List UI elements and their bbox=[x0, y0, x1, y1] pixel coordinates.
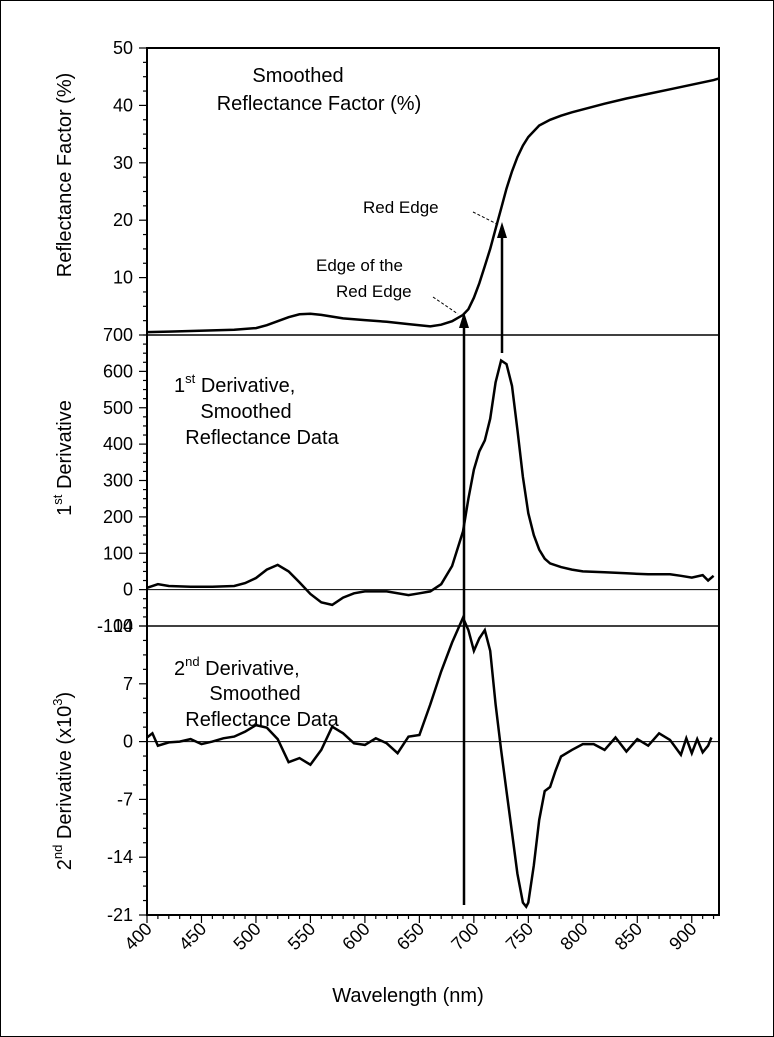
first-derivative-series-line bbox=[146, 358, 715, 607]
p3-title-line1: 2nd Derivative, bbox=[174, 654, 300, 680]
y-tick-label: 100 bbox=[103, 543, 133, 563]
second-derivative-series-line bbox=[146, 614, 713, 909]
x-axis-label: Wavelength (nm) bbox=[332, 985, 484, 1007]
y-tick-label: 700 bbox=[103, 325, 133, 345]
p3-title-line2: Smoothed bbox=[209, 683, 300, 705]
p3-y-axis-label: 2nd Derivative (x103) bbox=[50, 692, 76, 870]
y-tick-label: 500 bbox=[103, 398, 133, 418]
p2-y-ticks: -100 0 100 200 300 400 500 600 700 bbox=[97, 325, 147, 636]
y-tick-label: 10 bbox=[113, 268, 133, 288]
y-tick-label: 0 bbox=[123, 580, 133, 600]
panel-first-derivative: -100 0 100 200 300 400 500 600 700 1st Derivativ… bbox=[50, 325, 719, 636]
p1-title-line1: Smoothed bbox=[252, 65, 343, 87]
p1-y-axis-label: Reflectance Factor (%) bbox=[54, 73, 76, 278]
annotation-edge-line1: Edge of the bbox=[316, 256, 403, 275]
y-tick-label: 0 bbox=[123, 732, 133, 752]
panel-reflectance: 10 20 30 40 50 Smoothed Reflectance Factor (… bbox=[54, 38, 720, 336]
p1-title-line2: Reflectance Factor (%) bbox=[217, 93, 422, 115]
p2-y-axis-label: 1st Derivative bbox=[50, 400, 76, 516]
p2-title-line3: Reflectance Data bbox=[185, 427, 339, 449]
y-tick-label: 600 bbox=[103, 361, 133, 381]
y-tick-label: -100 bbox=[97, 616, 133, 636]
y-tick-label: -7 bbox=[117, 789, 133, 809]
edge-leader bbox=[432, 296, 459, 315]
y-tick-label: 30 bbox=[113, 153, 133, 173]
red-edge-arrowhead bbox=[497, 222, 507, 238]
y-tick-label: 14 bbox=[113, 616, 133, 636]
annotation-edge-line2: Red Edge bbox=[336, 282, 412, 301]
y-tick-label: -21 bbox=[107, 905, 133, 925]
p2-title-line2: Smoothed bbox=[200, 401, 291, 423]
p3-title-line3: Reflectance Data bbox=[185, 709, 339, 731]
y-tick-label: -14 bbox=[107, 847, 133, 867]
annotation-red-edge: Red Edge bbox=[363, 198, 439, 217]
edge-arrows bbox=[459, 222, 507, 905]
reflectance-series-line bbox=[146, 77, 720, 334]
y-tick-label: 50 bbox=[113, 38, 133, 58]
edge-of-red-edge-arrowhead bbox=[459, 312, 469, 328]
panel-second-derivative: -21 -14 -7 0 7 14 2nd Derivative, Smoothed Re… bbox=[50, 614, 719, 925]
y-tick-label: 400 bbox=[103, 434, 133, 454]
y-tick-label: 40 bbox=[113, 95, 133, 115]
p1-y-ticks: 10 20 30 40 50 bbox=[113, 38, 147, 336]
p2-title-line1: 1st Derivative, bbox=[174, 371, 295, 397]
plot-frame bbox=[146, 47, 720, 916]
y-tick-label: 7 bbox=[123, 674, 133, 694]
y-tick-label: 20 bbox=[113, 210, 133, 230]
y-tick-label: 300 bbox=[103, 471, 133, 491]
y-tick-label: 200 bbox=[103, 507, 133, 527]
p3-y-ticks: -21 -14 -7 0 7 14 bbox=[107, 616, 147, 925]
